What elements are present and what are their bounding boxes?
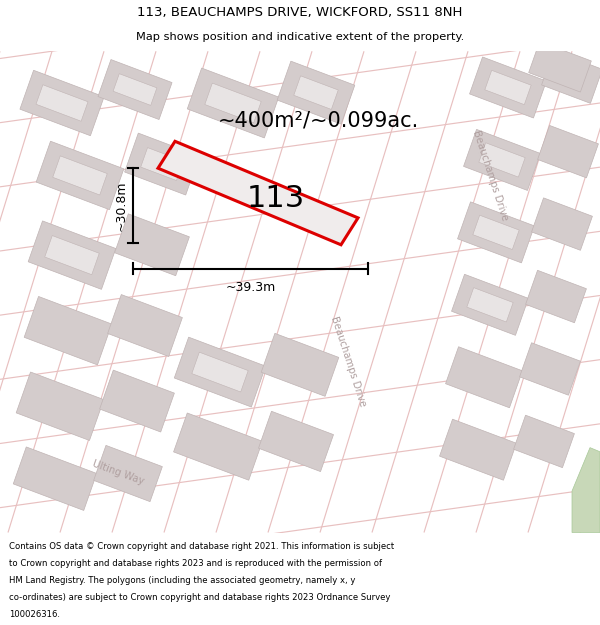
Polygon shape	[28, 221, 116, 289]
Polygon shape	[45, 236, 99, 274]
Text: 100026316.: 100026316.	[9, 610, 60, 619]
Polygon shape	[538, 126, 598, 178]
Polygon shape	[173, 413, 262, 480]
Text: ~400m²/~0.099ac.: ~400m²/~0.099ac.	[218, 111, 419, 131]
Text: to Crown copyright and database rights 2023 and is reproduced with the permissio: to Crown copyright and database rights 2…	[9, 559, 382, 568]
Polygon shape	[113, 74, 157, 106]
Text: HM Land Registry. The polygons (including the associated geometry, namely x, y: HM Land Registry. The polygons (includin…	[9, 576, 355, 585]
Polygon shape	[542, 51, 600, 103]
Polygon shape	[514, 415, 574, 468]
Polygon shape	[98, 59, 172, 119]
Text: Ulting Way: Ulting Way	[91, 459, 145, 486]
Polygon shape	[446, 347, 523, 408]
Text: 113, BEAUCHAMPS DRIVE, WICKFORD, SS11 8NH: 113, BEAUCHAMPS DRIVE, WICKFORD, SS11 8N…	[137, 6, 463, 19]
Polygon shape	[94, 446, 163, 502]
Text: Contains OS data © Crown copyright and database right 2021. This information is : Contains OS data © Crown copyright and d…	[9, 542, 394, 551]
Polygon shape	[187, 68, 279, 138]
Polygon shape	[174, 337, 266, 407]
Polygon shape	[107, 294, 182, 356]
Text: ~30.8m: ~30.8m	[115, 180, 128, 231]
Polygon shape	[526, 270, 586, 322]
Polygon shape	[520, 342, 580, 395]
Polygon shape	[36, 85, 88, 121]
Polygon shape	[53, 156, 107, 195]
Polygon shape	[205, 83, 261, 123]
Polygon shape	[125, 133, 199, 195]
Polygon shape	[572, 448, 600, 532]
Text: co-ordinates) are subject to Crown copyright and database rights 2023 Ordnance S: co-ordinates) are subject to Crown copyr…	[9, 593, 391, 602]
Polygon shape	[192, 352, 248, 392]
Text: Map shows position and indicative extent of the property.: Map shows position and indicative extent…	[136, 32, 464, 42]
Polygon shape	[473, 215, 519, 249]
Polygon shape	[36, 141, 124, 209]
Polygon shape	[24, 296, 112, 365]
Polygon shape	[16, 372, 104, 441]
Polygon shape	[467, 288, 513, 322]
Polygon shape	[452, 274, 529, 336]
Polygon shape	[458, 202, 535, 263]
Polygon shape	[115, 214, 190, 276]
Text: Beauchamps Drive: Beauchamps Drive	[470, 129, 509, 222]
Polygon shape	[100, 370, 175, 432]
Polygon shape	[20, 70, 104, 136]
Polygon shape	[277, 61, 355, 124]
Polygon shape	[479, 142, 525, 177]
Polygon shape	[470, 57, 547, 118]
Polygon shape	[141, 148, 183, 181]
Polygon shape	[532, 198, 592, 250]
Polygon shape	[440, 419, 517, 480]
Polygon shape	[13, 447, 97, 511]
Polygon shape	[485, 71, 531, 104]
Polygon shape	[261, 333, 339, 396]
Text: 113: 113	[247, 184, 305, 213]
Polygon shape	[158, 141, 358, 245]
Polygon shape	[529, 41, 592, 92]
Text: ~39.3m: ~39.3m	[226, 281, 275, 294]
Text: Beauchamps Drive: Beauchamps Drive	[329, 315, 367, 408]
Polygon shape	[294, 76, 338, 109]
Polygon shape	[259, 411, 334, 472]
Polygon shape	[464, 129, 541, 191]
